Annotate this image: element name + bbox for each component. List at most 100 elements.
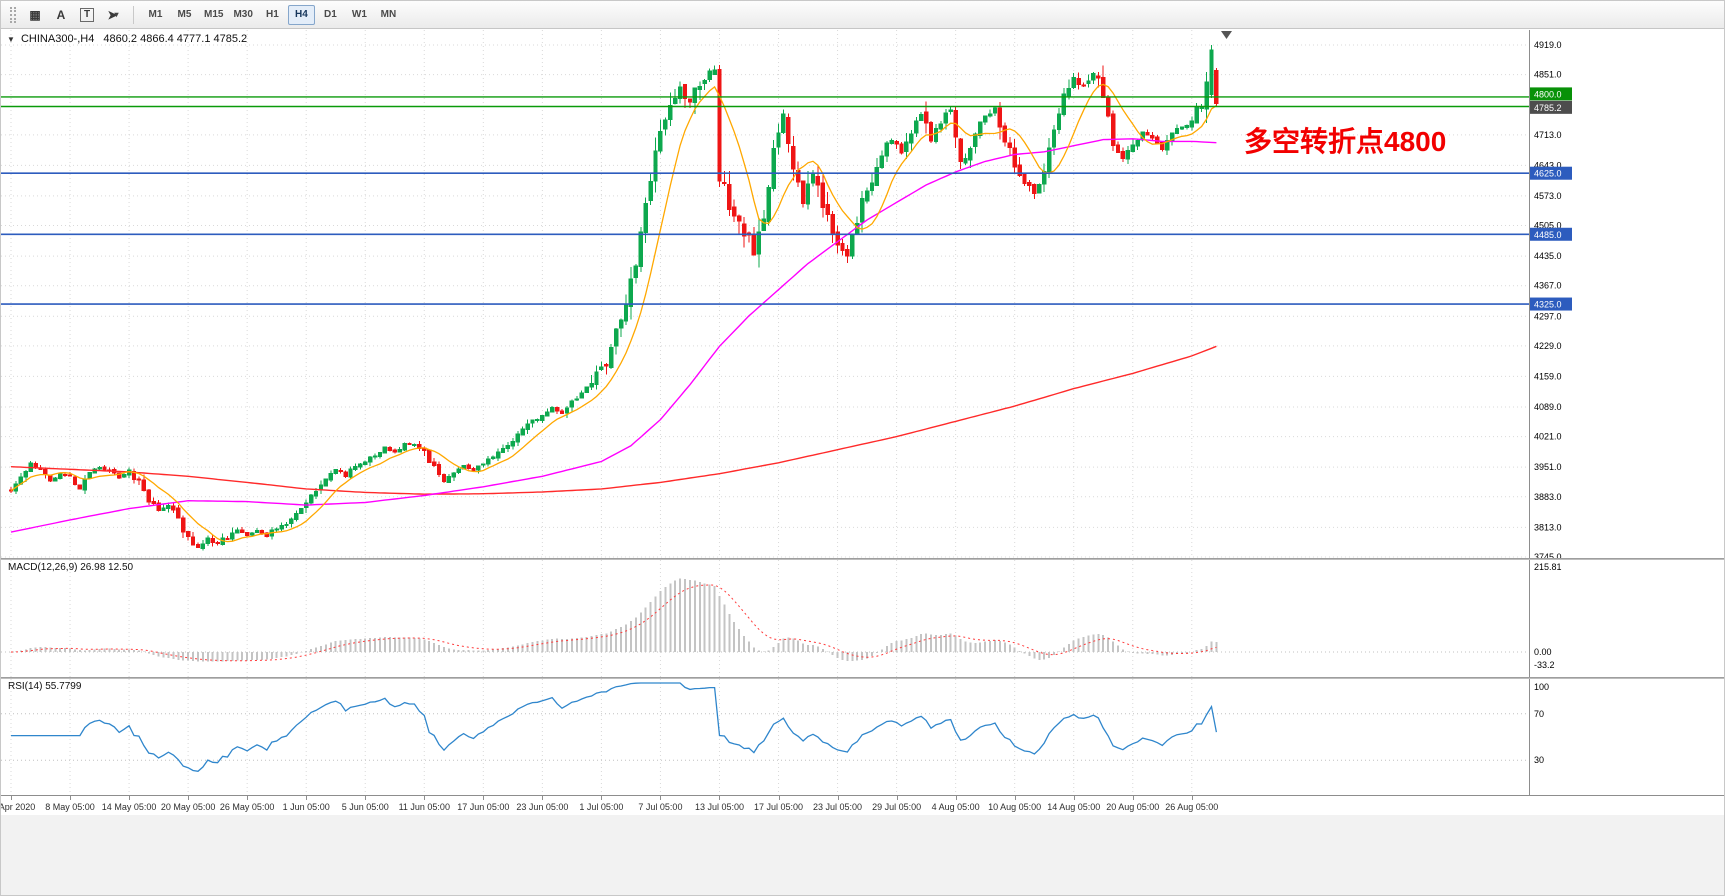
- panel-splitter[interactable]: [1, 677, 1724, 679]
- price-tick-label: 4505.0: [1534, 221, 1562, 231]
- toolbar-separator: [133, 5, 134, 24]
- time-tick: [1014, 796, 1016, 800]
- rsi-panel[interactable]: RSI(14) 55.7799 100 70 30: [1, 679, 1725, 795]
- time-tick: [778, 796, 780, 800]
- time-tick: [70, 796, 72, 800]
- price-tag-4325.0: [1530, 297, 1572, 311]
- time-label: 5 Jun 05:00: [341, 802, 389, 812]
- macd-signal-line: [10, 584, 1217, 662]
- time-label: 23 Jun 05:00: [516, 802, 569, 812]
- time-tick: [188, 796, 190, 800]
- time-label: 11 Jun 05:00: [398, 802, 450, 812]
- time-tick: [483, 796, 485, 800]
- rsi-axis-label: 30: [1534, 755, 1544, 765]
- price-tick-label: 4851.0: [1534, 70, 1562, 80]
- rsi-label: RSI(14) 55.7799: [8, 681, 82, 692]
- time-label: 7 Jul 05:00: [638, 802, 683, 812]
- time-label: 8 May 05:00: [45, 802, 95, 812]
- collapse-caret-icon[interactable]: ▼: [7, 35, 15, 44]
- macd-panel[interactable]: MACD(12,26,9) 26.98 12.50 215.81 0.00 -33.…: [1, 560, 1725, 677]
- price-chart-panel[interactable]: ▼ CHINA300-,H4 4860.2 4866.4 4777.1 4785…: [1, 30, 1725, 558]
- price-tag-text: 4785.2: [1534, 103, 1562, 113]
- time-label: 4 Aug 05:00: [931, 802, 980, 812]
- timeframe-button-m15[interactable]: M15: [204, 8, 224, 20]
- time-label: 1 Jul 05:00: [579, 802, 624, 812]
- time-label: 26 Aug 05:00: [1165, 802, 1219, 812]
- ma-slow-red-line: [10, 345, 1217, 495]
- time-label: 13 Jul 05:00: [694, 802, 744, 812]
- timeframe-button-m30[interactable]: M30: [233, 8, 253, 20]
- time-label: 26 May 05:00: [219, 802, 275, 812]
- panel-splitter[interactable]: [1, 558, 1724, 560]
- toolbar: ▦ A T ➤ ▾ M1 M5 M15 M30 H1 H4 D1 W1 MN: [1, 1, 1724, 29]
- time-tick: [1132, 796, 1134, 800]
- price-tick-label: 4089.0: [1534, 402, 1562, 412]
- timeframe-button-d1[interactable]: D1: [324, 8, 337, 20]
- ohlc-readout: 4860.2 4866.4 4777.1 4785.2: [103, 33, 248, 45]
- price-tag-text: 4325.0: [1534, 300, 1562, 310]
- price-tag-4785.2: [1530, 100, 1572, 114]
- timeframe-button-mn[interactable]: MN: [380, 8, 397, 20]
- charts-grid-icon[interactable]: ▦: [29, 7, 41, 22]
- price-axis[interactable]: 4919.0 4851.0 4713.0 4643.0 4573.0 4505.0 4435…: [1530, 40, 1572, 558]
- macd-axis-label: -33.2: [1534, 660, 1555, 670]
- time-tick: [542, 796, 544, 800]
- time-tick: [129, 796, 131, 800]
- price-tag-text: 4625.0: [1534, 169, 1562, 179]
- time-label: 14 May 05:00: [101, 802, 157, 812]
- timeframe-button-h4[interactable]: H4: [287, 4, 315, 25]
- chart-grid: [1, 30, 1529, 558]
- rsi-canvas[interactable]: 100 70 30: [1, 679, 1725, 795]
- price-tag-text: 4800.0: [1534, 89, 1562, 99]
- toolbar-grip[interactable]: [10, 6, 16, 23]
- annotate-a-icon[interactable]: A: [56, 7, 66, 22]
- time-tick: [424, 796, 426, 800]
- price-tick-label: 4435.0: [1534, 251, 1562, 261]
- time-label: 1 Jun 05:00: [282, 802, 330, 812]
- macd-label: MACD(12,26,9) 26.98 12.50: [8, 562, 134, 573]
- time-label: 17 Jun 05:00: [457, 802, 510, 812]
- price-chart-canvas[interactable]: 4919.0 4851.0 4713.0 4643.0 4573.0 4505.0 4435…: [1, 30, 1725, 558]
- macd-grid: [1, 560, 1529, 677]
- price-tick-label: 4159.0: [1534, 371, 1562, 381]
- ma-fast-orange-line: [10, 83, 1217, 543]
- price-tick-label: 4713.0: [1534, 130, 1562, 140]
- price-tick-label: 4643.0: [1534, 160, 1562, 170]
- time-label: 23 Jul 05:00: [813, 802, 863, 812]
- text-tool-icon[interactable]: T: [75, 4, 99, 26]
- time-tick: [247, 796, 249, 800]
- rsi-line: [11, 682, 1218, 772]
- price-tick-label: 3813.0: [1534, 522, 1562, 532]
- timeframe-button-m5[interactable]: M5: [177, 8, 192, 20]
- price-tick-label: 3745.0: [1534, 552, 1562, 558]
- time-tick: [306, 796, 308, 800]
- price-tick-label: 4367.0: [1534, 281, 1562, 291]
- symbol-label: CHINA300-,H4: [20, 33, 95, 45]
- time-tick: [896, 796, 898, 800]
- time-label: 17 Jul 05:00: [753, 802, 804, 812]
- price-tick-label: 4297.0: [1534, 311, 1562, 321]
- macd-canvas[interactable]: 215.81 0.00 -33.2: [1, 560, 1725, 677]
- time-tick: [837, 796, 839, 800]
- time-tick: [1073, 796, 1075, 800]
- time-label: 10 Aug 05:00: [988, 802, 1042, 812]
- timeframe-button-w1[interactable]: W1: [351, 8, 367, 20]
- cursor-tool-icon[interactable]: ➤ ▾: [107, 7, 119, 22]
- price-tag-text: 4485.0: [1534, 230, 1562, 240]
- timeframe-button-m1[interactable]: M1: [148, 8, 163, 20]
- time-tick: [11, 796, 12, 800]
- chart-shift-marker[interactable]: [1221, 31, 1232, 39]
- timeframe-button-h1[interactable]: H1: [266, 8, 279, 20]
- window-background: [1, 815, 1724, 895]
- time-label: 20 Aug 05:00: [1106, 802, 1160, 812]
- ma-mid-magenta-line: [10, 138, 1217, 533]
- price-tick-label: 4229.0: [1534, 341, 1562, 351]
- price-tick-label: 4919.0: [1534, 40, 1562, 50]
- macd-histogram: [14, 578, 1218, 662]
- time-tick: [955, 796, 957, 800]
- rsi-axis-label: 100: [1534, 682, 1549, 692]
- price-tag-4800.0: [1530, 87, 1572, 101]
- time-label: 14 Aug 05:00: [1047, 802, 1101, 812]
